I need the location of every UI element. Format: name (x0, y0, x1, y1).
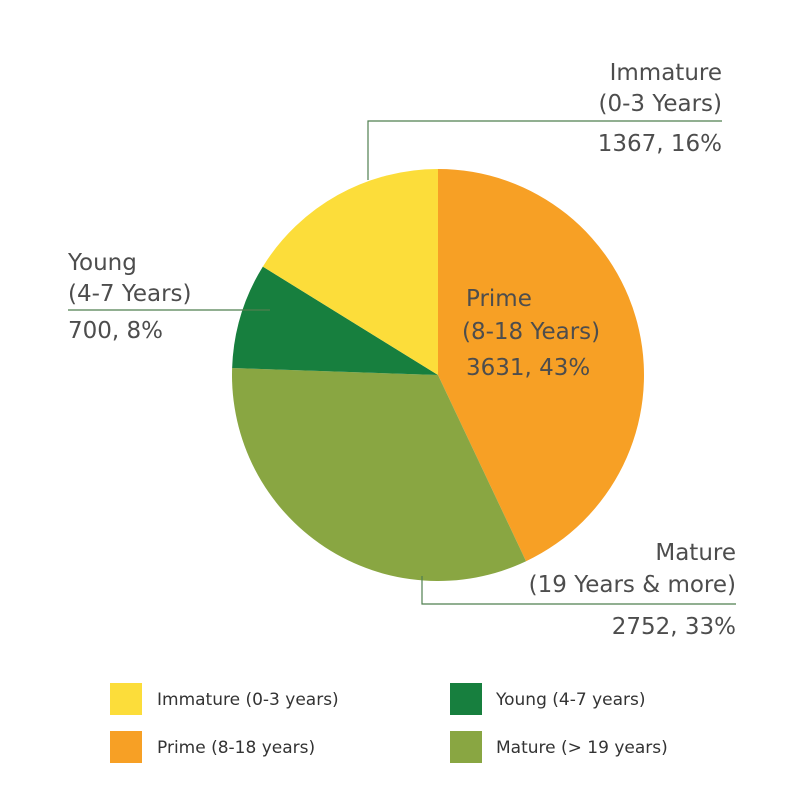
prime-value-label: 3631, 43% (466, 355, 590, 381)
prime-sub-label: (8-18 Years) (462, 319, 600, 345)
pie-slice-mature (232, 368, 527, 581)
immature-label: Immature (610, 60, 722, 86)
leader-line-immature (367, 120, 722, 180)
legend-swatch-prime (110, 731, 142, 763)
legend-swatch-mature (450, 731, 482, 763)
mature-value-label: 2752, 33% (612, 614, 736, 640)
leader-line-mature (421, 576, 736, 605)
pie-slice-immature (262, 169, 438, 375)
pie-slices (232, 169, 645, 581)
prime-label: Prime (466, 286, 532, 312)
legend-label-mature: Mature (> 19 years) (496, 738, 668, 758)
legend-swatch-immature (110, 683, 142, 715)
legend-label-young: Young (4-7 years) (495, 690, 646, 710)
legend-swatch-young (450, 683, 482, 715)
legend: Immature (0-3 years) Young (4-7 years) P… (110, 683, 668, 763)
immature-value-label: 1367, 16% (598, 131, 722, 157)
mature-label: Mature (655, 540, 736, 566)
pie-slice-young (232, 266, 438, 375)
pie-slice-prime (438, 169, 645, 562)
leader-lines (68, 120, 736, 605)
legend-label-immature: Immature (0-3 years) (157, 690, 339, 710)
young-sub-label: (4-7 Years) (68, 281, 192, 307)
legend-label-prime: Prime (8-18 years) (157, 738, 315, 758)
immature-sub-label: (0-3 Years) (598, 91, 722, 117)
young-label: Young (67, 250, 137, 276)
mature-sub-label: (19 Years & more) (529, 572, 736, 598)
young-value-label: 700, 8% (68, 318, 163, 344)
